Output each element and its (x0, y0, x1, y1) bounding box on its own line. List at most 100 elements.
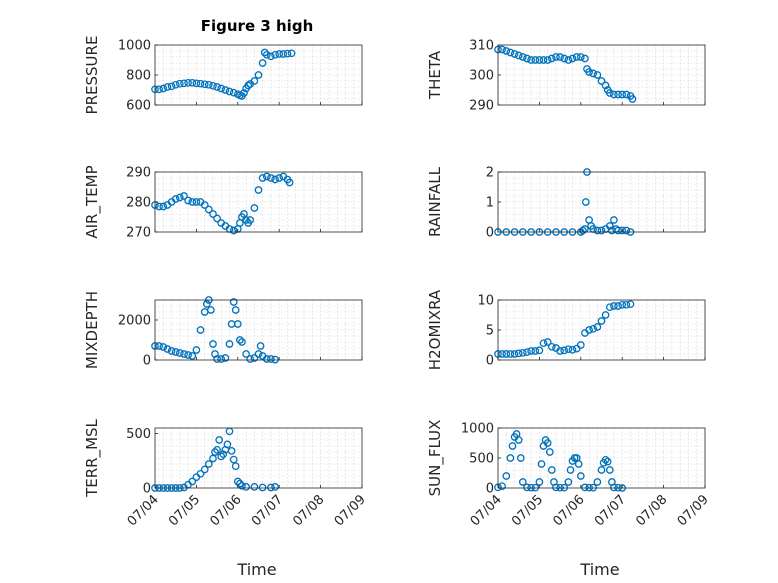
data-point (155, 85, 163, 94)
data-point (579, 226, 587, 235)
x-tick-label: 07/08 (290, 492, 327, 529)
data-point (593, 226, 602, 235)
data-point (498, 45, 506, 54)
data-point (589, 69, 598, 78)
data-point (597, 466, 606, 474)
data-point (545, 448, 554, 456)
data-point (231, 462, 240, 471)
panel-rainfall: 0 1 2 RAINFALL (426, 166, 706, 241)
data-point (163, 345, 172, 353)
data-point (593, 478, 602, 486)
data-point (155, 202, 163, 211)
y-tick-label: 0 (143, 354, 151, 369)
y-axis-label: PRESSURE (83, 36, 101, 115)
data-point (175, 79, 184, 88)
data-point (267, 483, 275, 492)
data-point (219, 450, 228, 459)
data-point (560, 54, 569, 63)
data-point (238, 338, 246, 346)
data-point (560, 346, 569, 355)
data-point (514, 51, 523, 60)
x-tick-label: 07/07 (592, 492, 629, 529)
data-point (531, 56, 540, 64)
y-tick-label: 270 (126, 226, 151, 241)
y-tick-label: 280 (126, 196, 151, 211)
y-tick-label: 1000 (461, 422, 494, 437)
data-point (498, 350, 506, 358)
data-point (283, 49, 292, 58)
data-point (581, 198, 590, 206)
y-tick-label: 600 (126, 99, 151, 114)
y-tick-label: 1000 (118, 39, 151, 54)
data-point (581, 54, 589, 63)
data-point (192, 346, 201, 354)
y-axis-label: THETA (426, 50, 444, 100)
data-point (250, 204, 259, 212)
data-point (285, 178, 294, 187)
data-point (240, 89, 248, 97)
y-tick-label: 0 (486, 226, 494, 241)
data-point (221, 86, 230, 94)
data-point (614, 302, 622, 310)
data-point (171, 348, 180, 356)
data-point (250, 77, 259, 85)
data-point (231, 306, 240, 314)
data-point (618, 226, 627, 235)
panel-pressure: 600 800 1000 PRESSURE (83, 36, 363, 115)
data-point (574, 460, 583, 468)
data-point (159, 202, 168, 211)
data-point (622, 90, 631, 99)
y-axis-label: TERR_MSL (83, 418, 102, 497)
data-point (605, 303, 614, 312)
y-axis-label: AIR_TEMP (83, 165, 102, 238)
data-point (250, 483, 259, 491)
data-point (537, 460, 546, 468)
data-point (254, 186, 263, 194)
data-point (279, 50, 288, 58)
data-point (605, 466, 614, 474)
data-point (184, 351, 192, 359)
data-point (618, 300, 627, 309)
data-point (244, 81, 253, 90)
data-point (543, 338, 552, 346)
data-point (200, 465, 209, 474)
y-axis-label: MIXDEPTH (83, 291, 101, 369)
data-point (601, 455, 610, 464)
series-h2omixra (494, 300, 635, 358)
data-point (227, 447, 236, 455)
axes-box (154, 299, 363, 361)
y-tick-label: 10 (477, 294, 494, 309)
x-tick-label: 07/07 (249, 492, 286, 529)
x-axis-label-right: Time (579, 560, 619, 579)
data-point (200, 80, 209, 89)
data-point (508, 442, 517, 450)
y-tick-label: 290 (126, 166, 151, 181)
data-point (523, 54, 531, 63)
data-point (221, 354, 230, 362)
data-point (254, 71, 263, 79)
data-point (556, 53, 564, 61)
data-point (209, 340, 217, 348)
y-tick-label: 2000 (118, 314, 151, 329)
data-point (258, 174, 267, 182)
data-point (531, 347, 540, 355)
data-point (628, 95, 637, 103)
data-point (267, 174, 275, 182)
data-point (543, 56, 552, 64)
data-point (207, 306, 215, 314)
y-axis-label: RAINFALL (426, 166, 444, 237)
data-point (506, 454, 515, 462)
data-point (585, 68, 593, 76)
x-tick-label: 07/05 (509, 492, 546, 529)
data-point (202, 300, 211, 308)
data-point (155, 342, 163, 350)
data-point (603, 457, 612, 466)
x-tick-label: 07/04 (468, 492, 505, 529)
data-point (175, 349, 184, 357)
data-point (188, 352, 197, 360)
data-point (547, 54, 556, 63)
data-point (543, 439, 552, 447)
data-point (518, 53, 527, 61)
data-point (217, 355, 226, 363)
data-point (213, 445, 221, 454)
